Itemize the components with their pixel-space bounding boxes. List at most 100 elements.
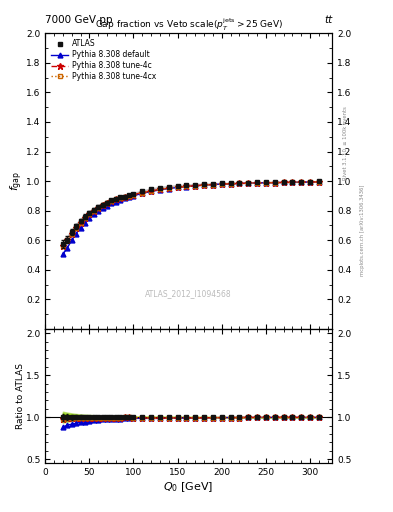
Pythia 8.308 default (272, 180, 277, 186)
Pythia 8.308 tune-4cx (100, 202, 105, 208)
Pythia 8.308 default (290, 179, 295, 185)
Pythia 8.308 tune-4cx (175, 184, 180, 190)
Pythia 8.308 tune-4cx (83, 215, 87, 221)
Pythia 8.308 tune-4c (299, 179, 303, 185)
Pythia 8.308 tune-4c (69, 230, 74, 237)
Pythia 8.308 tune-4c (149, 188, 154, 194)
Pythia 8.308 tune-4cx (219, 181, 224, 187)
Line: Pythia 8.308 default: Pythia 8.308 default (61, 179, 321, 257)
Pythia 8.308 default (308, 179, 312, 185)
Pythia 8.308 default (118, 197, 123, 203)
Pythia 8.308 default (316, 179, 321, 185)
Pythia 8.308 default (140, 190, 145, 197)
Pythia 8.308 tune-4c (219, 181, 224, 187)
Pythia 8.308 tune-4c (202, 182, 206, 188)
Pythia 8.308 tune-4c (105, 200, 109, 206)
Text: Rivet 3.1.10, ≥ 100k events: Rivet 3.1.10, ≥ 100k events (343, 106, 348, 180)
Pythia 8.308 default (65, 245, 70, 251)
Pythia 8.308 tune-4cx (109, 198, 114, 204)
Pythia 8.308 default (202, 182, 206, 188)
Pythia 8.308 default (158, 187, 162, 193)
Pythia 8.308 default (193, 183, 198, 189)
Text: ATLAS_2012_I1094568: ATLAS_2012_I1094568 (145, 289, 232, 298)
Pythia 8.308 tune-4c (237, 180, 242, 186)
Pythia 8.308 default (114, 199, 118, 205)
Pythia 8.308 tune-4cx (228, 181, 233, 187)
Pythia 8.308 tune-4c (308, 179, 312, 185)
Title: Gap fraction vs Veto scale($p_T^{\rm jets}>$25 GeV): Gap fraction vs Veto scale($p_T^{\rm jet… (95, 17, 283, 33)
Pythia 8.308 tune-4cx (92, 208, 96, 214)
Pythia 8.308 tune-4c (175, 184, 180, 190)
Pythia 8.308 tune-4c (122, 194, 127, 200)
Pythia 8.308 tune-4c (184, 183, 189, 189)
Text: 7000 GeV pp: 7000 GeV pp (45, 14, 113, 25)
Pythia 8.308 default (228, 181, 233, 187)
Pythia 8.308 tune-4cx (122, 194, 127, 200)
Pythia 8.308 default (149, 188, 154, 195)
Pythia 8.308 tune-4cx (316, 179, 321, 185)
Pythia 8.308 default (92, 211, 96, 218)
Pythia 8.308 tune-4cx (158, 186, 162, 193)
Pythia 8.308 tune-4c (96, 205, 101, 211)
Pythia 8.308 default (61, 251, 65, 258)
Pythia 8.308 tune-4cx (105, 200, 109, 206)
Pythia 8.308 tune-4cx (290, 179, 295, 185)
Pythia 8.308 tune-4cx (272, 180, 277, 186)
Pythia 8.308 default (74, 230, 79, 237)
Pythia 8.308 tune-4c (193, 183, 198, 189)
Pythia 8.308 tune-4cx (211, 181, 215, 187)
Pythia 8.308 tune-4c (131, 191, 136, 198)
Pythia 8.308 tune-4c (140, 189, 145, 196)
Pythia 8.308 tune-4c (255, 180, 259, 186)
Pythia 8.308 tune-4c (83, 215, 87, 221)
Pythia 8.308 tune-4cx (78, 220, 83, 226)
Pythia 8.308 tune-4cx (202, 182, 206, 188)
Pythia 8.308 tune-4cx (255, 180, 259, 186)
Pythia 8.308 tune-4cx (131, 191, 136, 198)
Pythia 8.308 default (175, 184, 180, 190)
Pythia 8.308 tune-4c (281, 179, 286, 185)
Pythia 8.308 tune-4cx (237, 180, 242, 186)
Pythia 8.308 default (299, 179, 303, 185)
Pythia 8.308 tune-4c (264, 180, 268, 186)
Pythia 8.308 tune-4c (127, 193, 131, 199)
Text: tt: tt (324, 14, 332, 25)
Pythia 8.308 tune-4cx (299, 179, 303, 185)
Pythia 8.308 tune-4c (158, 186, 162, 193)
Pythia 8.308 default (96, 208, 101, 214)
Pythia 8.308 tune-4c (246, 180, 251, 186)
Pythia 8.308 default (219, 181, 224, 187)
Pythia 8.308 tune-4cx (74, 225, 79, 231)
Pythia 8.308 tune-4c (290, 179, 295, 185)
Pythia 8.308 tune-4cx (87, 211, 92, 217)
Pythia 8.308 tune-4cx (246, 180, 251, 186)
Pythia 8.308 default (105, 203, 109, 209)
Pythia 8.308 tune-4c (65, 237, 70, 243)
Pythia 8.308 default (255, 180, 259, 186)
Text: mcplots.cern.ch [arXiv:1306.3436]: mcplots.cern.ch [arXiv:1306.3436] (360, 185, 365, 276)
Legend: ATLAS, Pythia 8.308 default, Pythia 8.308 tune-4c, Pythia 8.308 tune-4cx: ATLAS, Pythia 8.308 default, Pythia 8.30… (49, 37, 158, 83)
Pythia 8.308 tune-4cx (281, 179, 286, 185)
Pythia 8.308 tune-4c (211, 181, 215, 187)
Pythia 8.308 tune-4c (87, 211, 92, 217)
Pythia 8.308 default (211, 181, 215, 187)
Pythia 8.308 default (131, 193, 136, 199)
Pythia 8.308 tune-4cx (166, 185, 171, 191)
Pythia 8.308 tune-4c (272, 180, 277, 186)
Pythia 8.308 default (281, 179, 286, 185)
Pythia 8.308 tune-4cx (65, 237, 70, 243)
Pythia 8.308 tune-4cx (264, 180, 268, 186)
Pythia 8.308 tune-4cx (61, 243, 65, 249)
Pythia 8.308 default (127, 194, 131, 200)
Line: Pythia 8.308 tune-4cx: Pythia 8.308 tune-4cx (61, 180, 321, 248)
Line: Pythia 8.308 tune-4c: Pythia 8.308 tune-4c (60, 179, 322, 249)
Pythia 8.308 default (237, 180, 242, 186)
Pythia 8.308 tune-4cx (96, 205, 101, 211)
Pythia 8.308 default (109, 200, 114, 206)
Pythia 8.308 tune-4cx (140, 189, 145, 196)
Pythia 8.308 tune-4c (316, 179, 321, 185)
Pythia 8.308 default (166, 185, 171, 191)
Pythia 8.308 tune-4c (109, 198, 114, 204)
Pythia 8.308 tune-4c (74, 225, 79, 231)
Pythia 8.308 default (83, 220, 87, 226)
